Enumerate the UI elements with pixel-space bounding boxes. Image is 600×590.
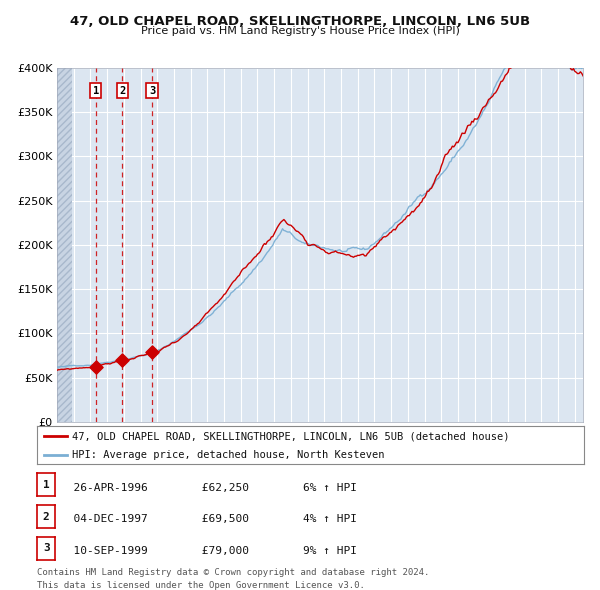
Text: This data is licensed under the Open Government Licence v3.0.: This data is licensed under the Open Gov… — [37, 581, 365, 589]
Text: 1: 1 — [43, 480, 50, 490]
Point — [91, 362, 101, 372]
Text: 2: 2 — [43, 512, 50, 522]
Text: 10-SEP-1999        £79,000        9% ↑ HPI: 10-SEP-1999 £79,000 9% ↑ HPI — [60, 546, 357, 556]
Text: HPI: Average price, detached house, North Kesteven: HPI: Average price, detached house, Nort… — [71, 450, 384, 460]
Text: Price paid vs. HM Land Registry's House Price Index (HPI): Price paid vs. HM Land Registry's House … — [140, 26, 460, 36]
Point — [147, 347, 157, 356]
Text: 47, OLD CHAPEL ROAD, SKELLINGTHORPE, LINCOLN, LN6 5UB (detached house): 47, OLD CHAPEL ROAD, SKELLINGTHORPE, LIN… — [71, 431, 509, 441]
Bar — [57, 68, 73, 422]
Text: 3: 3 — [43, 543, 50, 553]
Point — [118, 356, 127, 365]
Text: 1: 1 — [92, 86, 99, 96]
Text: Contains HM Land Registry data © Crown copyright and database right 2024.: Contains HM Land Registry data © Crown c… — [37, 568, 430, 576]
Text: 04-DEC-1997        £69,500        4% ↑ HPI: 04-DEC-1997 £69,500 4% ↑ HPI — [60, 514, 357, 525]
Text: 47, OLD CHAPEL ROAD, SKELLINGTHORPE, LINCOLN, LN6 5UB: 47, OLD CHAPEL ROAD, SKELLINGTHORPE, LIN… — [70, 15, 530, 28]
Text: 26-APR-1996        £62,250        6% ↑ HPI: 26-APR-1996 £62,250 6% ↑ HPI — [60, 483, 357, 493]
Text: 3: 3 — [149, 86, 155, 96]
Text: 2: 2 — [119, 86, 125, 96]
